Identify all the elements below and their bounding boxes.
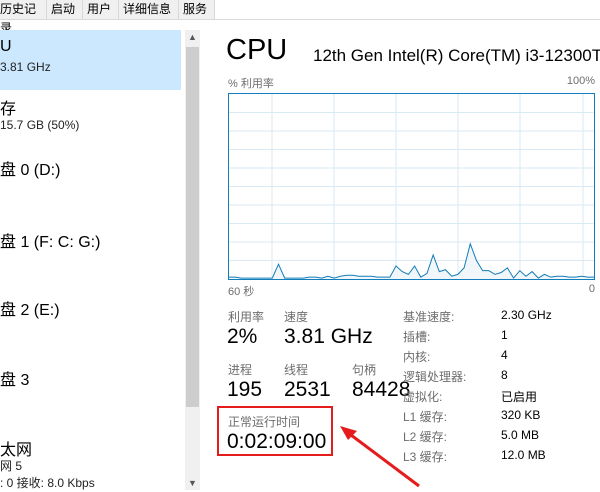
item-title: U	[0, 38, 12, 55]
graph-xright: 0	[588, 283, 595, 295]
spec-label: L2 缓存:	[403, 430, 448, 444]
sidebar-item-disk3[interactable]: 盘 3	[0, 366, 181, 426]
item-title: 太网	[0, 442, 33, 459]
spec-label: L3 缓存:	[403, 450, 448, 464]
processes-value: 195	[227, 378, 263, 401]
uptime-value: 0:02:09:00	[227, 430, 327, 453]
cpu-usage-graph	[228, 93, 595, 280]
tab-history[interactable]: 历史记录	[0, 0, 47, 35]
scroll-up-icon[interactable]: ▲	[188, 32, 197, 42]
sidebar-item-disk0[interactable]: 盘 0 (D:)	[0, 154, 181, 214]
sidebar-item-ethernet[interactable]: 太网 网 5 : 0 接收: 8.0 Kbps	[0, 432, 181, 492]
spec-label: 内核:	[403, 350, 431, 364]
handles-value: 84428	[352, 378, 411, 401]
item-sub: 网 5	[0, 459, 23, 473]
spec-value: 320 KB	[501, 408, 541, 422]
tab-services[interactable]: 服务	[179, 0, 215, 19]
utilization-label: 利用率	[228, 310, 265, 324]
page-title: CPU	[226, 34, 288, 66]
item-sub: 3.81 GHz	[0, 60, 51, 74]
speed-value: 3.81 GHz	[284, 325, 373, 348]
spec-value: 12.0 MB	[501, 448, 546, 462]
spec-value: 4	[501, 348, 508, 362]
cpu-panel: CPU 12th Gen Intel(R) Core(TM) i3-12300T…	[205, 20, 600, 492]
uptime-label: 正常运行时间	[228, 415, 301, 429]
annotation-arrow-icon	[340, 426, 420, 488]
graph-border	[228, 93, 595, 280]
scroll-down-icon[interactable]: ▼	[188, 478, 197, 488]
sidebar-item-disk1[interactable]: 盘 1 (F: C: G:)	[0, 226, 181, 286]
spec-value: 1	[501, 328, 508, 342]
cpu-usage-area	[229, 243, 594, 279]
cpu-model: 12th Gen Intel(R) Core(TM) i3-12300T	[313, 46, 600, 65]
tab-strip: 历史记录 启动 用户 详细信息 服务	[0, 0, 600, 35]
spec-value: 5.0 MB	[501, 428, 540, 442]
sidebar-item-memory[interactable]: 存 15.7 GB (50%)	[0, 92, 181, 152]
item-title: 盘 3	[0, 372, 30, 389]
graph-ylabel: % 利用率	[228, 78, 274, 90]
spec-label: L1 缓存:	[403, 410, 448, 424]
item-sub: 15.7 GB (50%)	[0, 118, 80, 132]
uptime-highlight-box	[217, 406, 333, 456]
tab-details[interactable]: 详细信息	[119, 0, 179, 19]
tab-startup[interactable]: 启动	[47, 0, 83, 19]
spec-value: 8	[501, 368, 508, 382]
item-sub2: : 0 接收: 8.0 Kbps	[0, 476, 95, 490]
sidebar-item-disk2[interactable]: 盘 2 (E:)	[0, 294, 181, 354]
item-title: 盘 1 (F: C: G:)	[0, 234, 101, 251]
spec-value: 2.30 GHz	[501, 308, 552, 322]
graph-ymax: 100%	[566, 75, 595, 87]
spec-label: 虚拟化:	[403, 390, 443, 404]
tab-users[interactable]: 用户	[83, 0, 119, 19]
spec-value: 已启用	[501, 390, 538, 404]
spec-label: 插槽:	[403, 330, 431, 344]
spec-label: 基准速度:	[403, 310, 455, 324]
threads-value: 2531	[284, 378, 331, 401]
spec-label: 逻辑处理器:	[403, 370, 467, 384]
threads-label: 线程	[284, 363, 309, 377]
resource-list: U 3.81 GHz 存 15.7 GB (50%) 盘 0 (D:) 盘 1 …	[0, 20, 183, 492]
scrollbar-thumb[interactable]	[186, 47, 199, 407]
handles-label: 句柄	[352, 363, 377, 377]
item-title: 盘 2 (E:)	[0, 302, 60, 319]
utilization-value: 2%	[227, 325, 258, 348]
sidebar-item-cpu[interactable]: U 3.81 GHz	[0, 30, 181, 90]
item-title: 存	[0, 101, 17, 118]
item-title: 盘 0 (D:)	[0, 162, 61, 179]
speed-label: 速度	[284, 310, 309, 324]
processes-label: 进程	[228, 363, 253, 377]
cpu-usage-line	[229, 242, 594, 279]
graph-xleft: 60 秒	[228, 286, 255, 298]
scrollbar[interactable]: ▲ ▼	[185, 30, 200, 490]
